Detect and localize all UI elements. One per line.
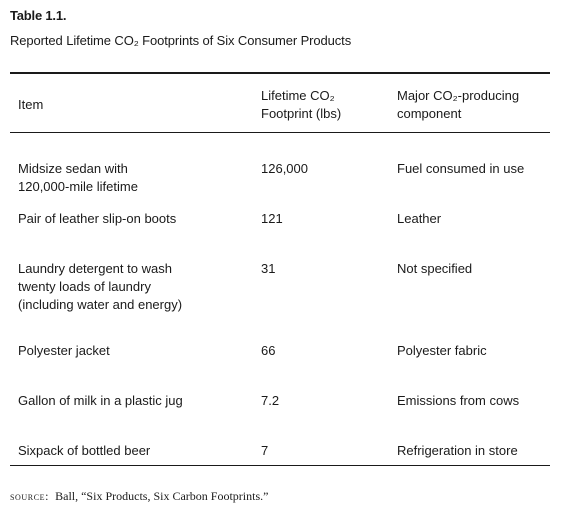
header-component: Major CO₂-producing component <box>397 88 520 121</box>
row-item: Gallon of milk in a plastic jug <box>18 393 183 408</box>
row-component: Leather <box>397 211 442 226</box>
row-footprint: 7.2 <box>261 393 280 408</box>
row-item: Pair of leather slip-on boots <box>18 211 177 226</box>
row-item: Polyester jacket <box>18 343 110 358</box>
row-footprint: 7 <box>261 443 269 458</box>
row-component: Fuel consumed in use <box>397 161 525 176</box>
table-bottom-rule <box>10 465 550 466</box>
table-top-rule <box>10 72 550 74</box>
row-component: Refrigeration in store <box>397 443 518 458</box>
row-component: Not specified <box>397 261 473 276</box>
row-component: Emissions from cows <box>397 393 520 408</box>
source-label: SOURCE: <box>10 489 50 503</box>
row-component: Polyester fabric <box>397 343 487 358</box>
header-footprint: Lifetime CO₂ Footprint (lbs) <box>261 88 342 121</box>
row-item: Midsize sedan with 120,000-mile lifetime <box>18 161 138 194</box>
table-label: Table 1.1. <box>10 8 67 23</box>
row-footprint: 66 <box>261 343 276 358</box>
row-item: Laundry detergent to wash twenty loads o… <box>18 261 183 312</box>
row-footprint: 121 <box>261 211 283 226</box>
table-caption: Reported Lifetime CO₂ Footprints of Six … <box>10 33 352 48</box>
source-text: Ball, “Six Products, Six Carbon Footprin… <box>55 489 269 503</box>
row-item: Sixpack of bottled beer <box>18 443 151 458</box>
source-note: SOURCE: Ball, “Six Products, Six Carbon F… <box>10 489 268 504</box>
row-footprint: 126,000 <box>261 161 308 176</box>
row-footprint: 31 <box>261 261 276 276</box>
header-item: Item <box>18 97 44 112</box>
table-header-rule <box>10 132 550 133</box>
